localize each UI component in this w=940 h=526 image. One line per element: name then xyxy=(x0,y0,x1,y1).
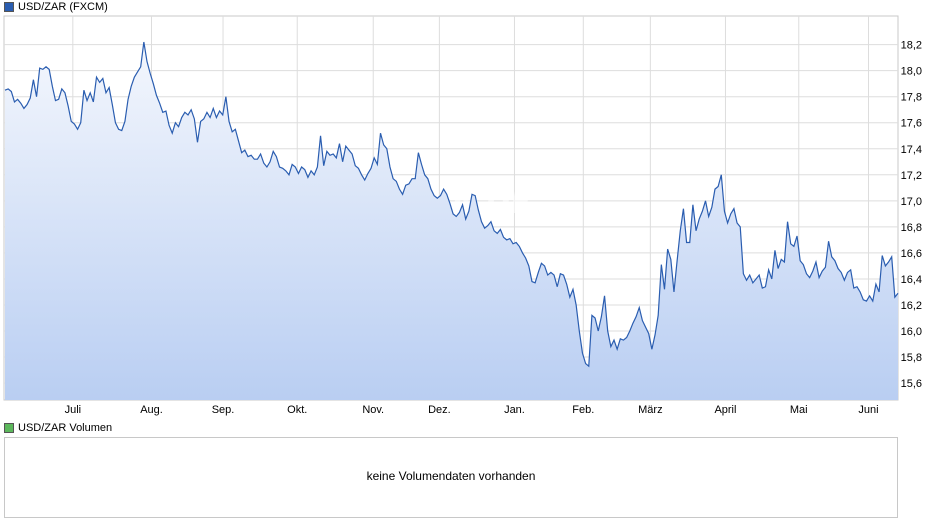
y-tick-label: 17,8 xyxy=(901,92,922,104)
x-tick-label: Mai xyxy=(790,404,808,416)
price-legend: USD/ZAR (FXCM) xyxy=(4,0,108,14)
y-tick-label: 15,8 xyxy=(901,352,922,364)
x-tick-label: Juni xyxy=(858,404,878,416)
volume-legend-label: USD/ZAR Volumen xyxy=(18,422,113,434)
x-tick-label: Feb. xyxy=(572,404,594,416)
y-tick-label: 17,2 xyxy=(901,170,922,182)
price-line xyxy=(4,41,899,368)
y-tick-label: 17,4 xyxy=(901,144,922,156)
y-tick-label: 16,0 xyxy=(901,326,922,338)
y-tick-label: 18,0 xyxy=(901,66,922,78)
price-legend-swatch xyxy=(4,2,14,12)
y-tick-label: 17,6 xyxy=(901,118,922,130)
x-tick-label: Sep. xyxy=(212,404,235,416)
y-tick-label: 18,2 xyxy=(901,40,922,52)
x-tick-label: April xyxy=(714,404,736,416)
volume-legend-swatch xyxy=(4,423,14,433)
x-tick-label: Jan. xyxy=(504,404,525,416)
x-tick-label: Dez. xyxy=(428,404,451,416)
volume-empty-message: keine Volumendaten vorhanden xyxy=(366,469,536,483)
volume-legend: USD/ZAR Volumen xyxy=(4,421,112,435)
y-tick-label: 15,6 xyxy=(901,378,922,390)
y-tick-label: 16,6 xyxy=(901,248,922,260)
y-tick-label: 16,8 xyxy=(901,222,922,234)
x-tick-label: Aug. xyxy=(140,404,163,416)
price-chart: ARIVA.DE 15,615,816,016,216,416,616,817,… xyxy=(3,15,922,416)
y-axis-ticks: 15,6 15,8 16,0 16,2 16,4 16,6 16,8 17,0 17,2 17,4… xyxy=(901,40,922,390)
x-tick-label: März xyxy=(638,404,662,416)
x-axis-ticks: Juli Aug. Sep. Okt. Nov. Dez. Jan. Feb. März Apri… xyxy=(65,404,879,416)
y-tick-label: 17,0 xyxy=(901,196,922,208)
x-tick-label: Juli xyxy=(65,404,82,416)
price-area xyxy=(5,42,898,400)
price-legend-label: USD/ZAR (FXCM) xyxy=(18,1,108,13)
y-tick-label: 16,2 xyxy=(901,300,922,312)
volume-panel: keine Volumendaten vorhanden xyxy=(4,437,898,518)
x-tick-label: Nov. xyxy=(362,404,384,416)
x-tick-label: Okt. xyxy=(287,404,307,416)
y-tick-label: 16,4 xyxy=(901,274,922,286)
